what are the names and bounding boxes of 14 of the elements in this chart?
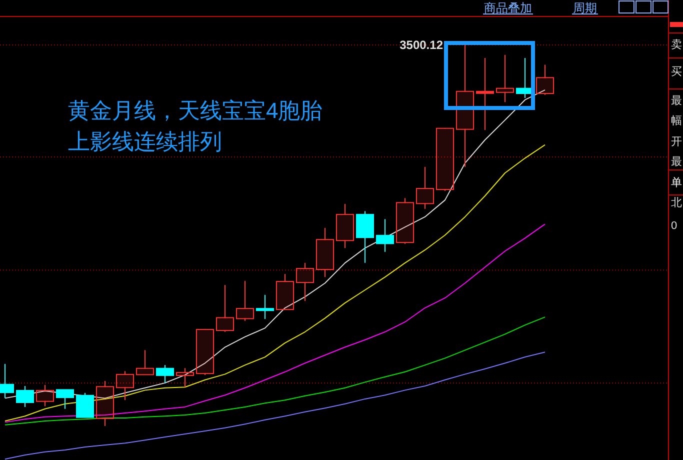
- text: 幅: [671, 115, 682, 127]
- text: 最: [671, 156, 682, 168]
- annotation: 3500.12: [400, 38, 444, 52]
- text: 卖: [671, 38, 682, 51]
- text: 商品叠加: [484, 1, 532, 15]
- annotation: 上影线连续排列: [68, 129, 222, 154]
- text: 0: [671, 220, 678, 232]
- text: 北: [671, 196, 682, 209]
- text: 买: [671, 66, 682, 78]
- text: 开: [671, 136, 682, 148]
- text: 周期: [573, 1, 597, 15]
- text: 最: [671, 95, 682, 107]
- text: 单: [671, 176, 682, 189]
- annotation: 黄金月线，天线宝宝4胞胎: [68, 98, 322, 123]
